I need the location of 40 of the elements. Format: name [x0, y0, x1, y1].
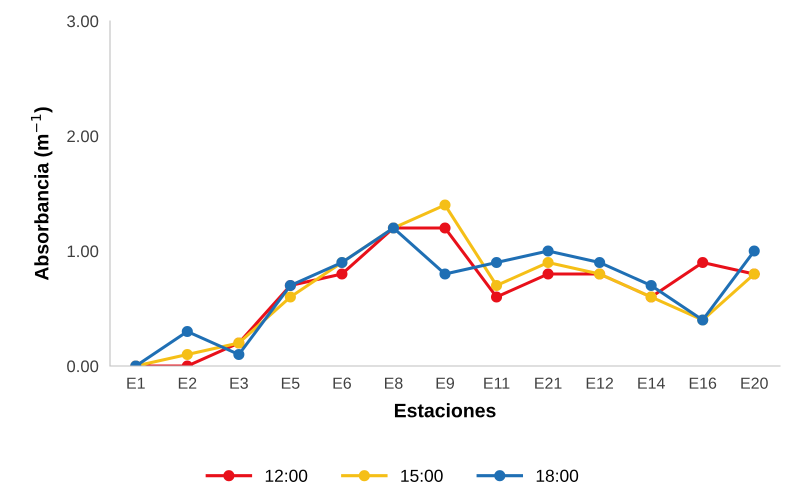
x-tick-label: E12	[586, 378, 614, 389]
x-tick-label: E3	[230, 378, 248, 389]
point	[542, 245, 554, 257]
x-tick-label: E11	[484, 378, 510, 389]
legend-label: 18:00	[536, 470, 578, 482]
point	[490, 291, 502, 303]
point	[542, 256, 554, 268]
point	[439, 199, 451, 211]
x-tick-label: E6	[333, 378, 351, 389]
point	[182, 348, 193, 360]
point	[439, 222, 451, 234]
y-tick-label: 0.00	[67, 360, 98, 372]
x-tick-label: E5	[282, 378, 300, 389]
x-tick-label: E20	[741, 378, 768, 389]
y-tick-label: 1.00	[68, 245, 98, 258]
point	[284, 291, 296, 303]
x-tick-label: E2	[178, 378, 196, 389]
y-axis-title: Absorbancia (m$^{−1}$)	[30, 107, 52, 280]
legend-label: 15:00	[401, 470, 443, 482]
point	[646, 280, 657, 292]
y-tick-label: 2.00	[67, 130, 98, 142]
x-tick-label: E9	[436, 378, 454, 389]
point	[336, 268, 348, 280]
point	[490, 256, 502, 268]
x-tick-label: E14	[638, 378, 665, 389]
point	[182, 326, 193, 338]
x-tick-label: E1	[127, 378, 145, 389]
point	[748, 245, 760, 257]
x-tick-label: E21	[535, 378, 562, 389]
point	[490, 280, 502, 292]
x-tick-label: E16	[690, 378, 716, 389]
x-axis-title: Estaciones	[394, 403, 496, 418]
point	[542, 268, 554, 280]
point	[697, 256, 708, 268]
legend-label: 12:00	[266, 470, 308, 482]
y-tick-label: 3.00	[67, 15, 98, 28]
x-tick-label: E8	[385, 378, 403, 389]
point	[439, 268, 451, 280]
point	[233, 348, 244, 360]
point	[594, 256, 606, 268]
